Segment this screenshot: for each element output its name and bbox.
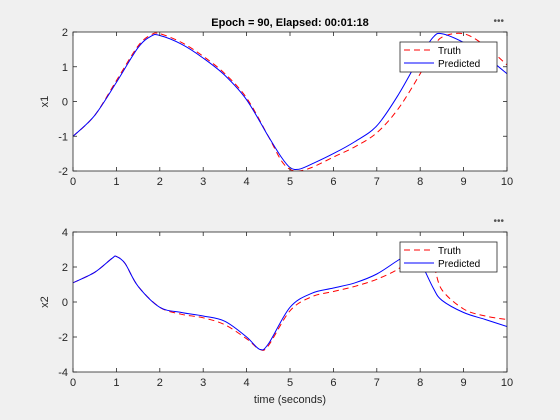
axes-toolbar-more-icon[interactable]: •••: [493, 216, 504, 227]
x-tick-label: 0: [70, 377, 76, 389]
legend-box: [399, 41, 498, 73]
plot-1: 0 1 2 3 4 5 6 7 8 9 10 -2 -1 0 1 2 x1 Epoch = 90, Elapsed…: [39, 16, 513, 188]
legend: Truth Predicted: [399, 241, 498, 273]
x-tick-label: 5: [287, 377, 293, 389]
y-tick-label: -4: [58, 367, 68, 379]
x-tick-label: 10: [501, 176, 513, 188]
x-tick-label: 10: [501, 377, 513, 389]
legend-box: [399, 241, 498, 273]
y-tick-label: 2: [62, 27, 68, 39]
y-tick-label: 0: [62, 97, 68, 109]
x-tick-label: 1: [113, 377, 119, 389]
x-tick-label: 4: [244, 377, 250, 389]
x-tick-label: 4: [244, 176, 250, 188]
legend-label-truth: Truth: [438, 46, 461, 57]
y-tick-label: -1: [58, 131, 68, 143]
y-tick-label: -2: [58, 166, 68, 178]
x-tick-label: 8: [417, 377, 423, 389]
y-tick-label: 1: [62, 62, 68, 74]
x-tick-label: 3: [200, 176, 206, 188]
chart-title: Epoch = 90, Elapsed: 00:01:18: [211, 17, 368, 29]
x-tick-label: 9: [461, 176, 467, 188]
x-tick-label: 1: [113, 176, 119, 188]
x-tick-label: 3: [200, 377, 206, 389]
x-tick-label: 7: [374, 176, 380, 188]
x-tick-label: 6: [330, 176, 336, 188]
x-tick-label: 6: [330, 377, 336, 389]
y-tick-label: 0: [62, 297, 68, 309]
series-line-predicted: [73, 252, 507, 351]
x-tick-label: 2: [157, 176, 163, 188]
legend: Truth Predicted: [399, 41, 498, 73]
legend-label-truth: Truth: [438, 246, 461, 257]
axes-toolbar-more-icon[interactable]: •••: [493, 16, 504, 27]
plot-2: 0 1 2 3 4 5 6 7 8 9 10 -4 -2 0 2 4 x2 time (seconds) ••• Tr…: [39, 216, 513, 406]
y-tick-label: -2: [58, 332, 68, 344]
legend-label-predicted: Predicted: [438, 259, 480, 270]
x-tick-label: 2: [157, 377, 163, 389]
x-tick-label: 5: [287, 176, 293, 188]
x-axis-label: time (seconds): [254, 394, 326, 406]
y-axis-label: x2: [39, 296, 51, 308]
x-tick-label: 8: [417, 176, 423, 188]
y-tick-label: 2: [62, 262, 68, 274]
x-tick-label: 9: [461, 377, 467, 389]
y-axis-label: x1: [39, 96, 51, 108]
x-tick-label: 7: [374, 377, 380, 389]
y-tick-label: 4: [62, 227, 68, 239]
legend-label-predicted: Predicted: [438, 59, 480, 70]
x-tick-label: 0: [70, 176, 76, 188]
